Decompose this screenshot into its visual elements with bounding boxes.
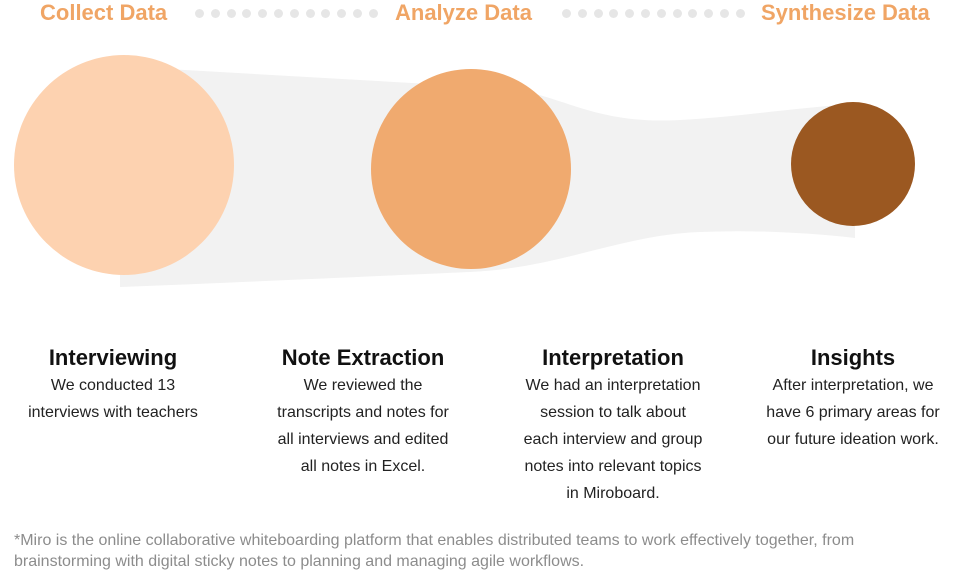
analyze-data-circle xyxy=(371,69,571,269)
connector-dot xyxy=(593,9,603,18)
connector-dot xyxy=(609,9,619,18)
connector-dots-2 xyxy=(562,8,752,20)
connector-dot xyxy=(321,9,331,18)
step-description: After interpretation, we have 6 primary a… xyxy=(766,377,940,448)
connector-dot xyxy=(704,9,714,18)
step-title: Note Extraction xyxy=(281,345,445,370)
connector-dot xyxy=(688,9,698,18)
connector-dot xyxy=(672,9,682,18)
step-note-extraction: Note Extraction We reviewed the transcrip… xyxy=(253,344,473,480)
step-description: We reviewed the transcripts and notes for… xyxy=(277,377,449,475)
connector-dot xyxy=(226,9,236,18)
collect-data-circle xyxy=(14,55,234,275)
step-interpretation: Interpretation We had an interpretation s… xyxy=(502,344,724,507)
connector-dot xyxy=(720,9,729,18)
connector-dot xyxy=(242,9,252,18)
connector-dot xyxy=(337,9,347,18)
connector-dot xyxy=(289,9,299,18)
connector-dots-1 xyxy=(195,8,385,20)
step-description: We conducted 13 interviews with teachers xyxy=(28,377,198,421)
footnote: *Miro is the online collaborative whiteb… xyxy=(14,532,855,570)
step-interviewing: Interviewing We conducted 13 interviews w… xyxy=(8,344,218,426)
connector-dot xyxy=(195,9,204,18)
connector-dot xyxy=(577,9,587,18)
step-title: Interviewing xyxy=(48,345,178,370)
stage-label-collect: Collect Data xyxy=(40,0,168,25)
connector-dot xyxy=(258,9,268,18)
stage-label-analyze: Analyze Data xyxy=(395,0,532,25)
connector-dot xyxy=(368,9,378,18)
step-insights: Insights After interpretation, we have 6 … xyxy=(748,344,958,453)
stage-label-synthesize: Synthesize Data xyxy=(761,0,930,25)
connector-dot xyxy=(625,9,635,18)
step-description: We had an interpretation session to talk … xyxy=(523,377,703,502)
connector-dot xyxy=(656,9,666,18)
connector-dot xyxy=(210,9,220,18)
step-title: Interpretation xyxy=(542,345,684,370)
connector-dot xyxy=(562,9,571,18)
connector-dot xyxy=(735,9,745,18)
connector-dot xyxy=(353,9,362,18)
connector-dot xyxy=(641,9,650,18)
connector-dot xyxy=(274,9,283,18)
synthesize-data-circle xyxy=(791,102,915,226)
step-title: Insights xyxy=(810,345,896,370)
connector-dot xyxy=(305,9,315,18)
